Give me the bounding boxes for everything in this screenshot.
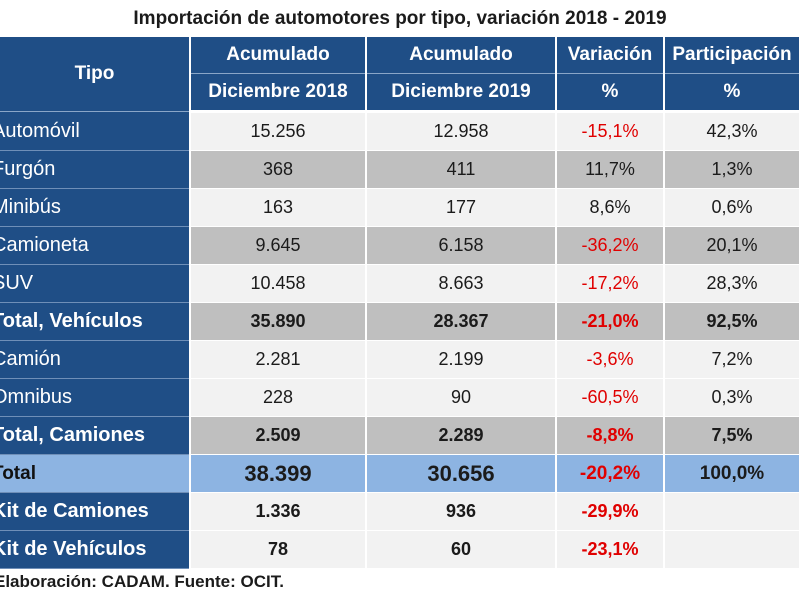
cell-2018: 2.509 <box>190 416 367 455</box>
cell-participacion: 28,3% <box>664 264 800 303</box>
row-label: SUV <box>0 264 191 303</box>
cell-2019: 28.367 <box>366 302 557 341</box>
cell-2019: 2.289 <box>366 416 557 455</box>
table-row: Total, Vehículos 35.890 28.367 -21,0% 92… <box>0 302 800 341</box>
header-participacion-unit: % <box>664 73 800 113</box>
header-acum-2019: Acumulado <box>366 37 557 74</box>
cell-2018: 228 <box>190 378 367 417</box>
cell-variacion: -36,2% <box>556 226 665 265</box>
table-row: Camión 2.281 2.199 -3,6% 7,2% <box>0 340 800 379</box>
cell-variacion: -3,6% <box>556 340 665 379</box>
table-row: Minibús 163 177 8,6% 0,6% <box>0 188 800 227</box>
cell-2019: 90 <box>366 378 557 417</box>
table-row-total: Total 38.399 30.656 -20,2% 100,0% <box>0 454 800 493</box>
header-dic-2018: Diciembre 2018 <box>190 73 367 113</box>
cell-2018: 38.399 <box>190 454 367 493</box>
cell-variacion: -29,9% <box>556 492 665 531</box>
cell-2018: 35.890 <box>190 302 367 341</box>
table-row: Furgón 368 411 11,7% 1,3% <box>0 150 800 189</box>
cell-participacion: 20,1% <box>664 226 800 265</box>
cell-2019: 411 <box>366 150 557 189</box>
header-variacion: Variación <box>556 37 665 74</box>
row-label: Kit de Vehículos <box>0 530 191 569</box>
row-label: Total <box>0 454 191 493</box>
table-row: Omnibus 228 90 -60,5% 0,3% <box>0 378 800 417</box>
source-note: Elaboración: CADAM. Fuente: OCIT. <box>0 572 284 591</box>
cell-participacion: 0,6% <box>664 188 800 227</box>
row-label: Camión <box>0 340 191 379</box>
cell-variacion: -20,2% <box>556 454 665 493</box>
cell-participacion: 42,3% <box>664 111 800 151</box>
cell-2019: 936 <box>366 492 557 531</box>
row-label: Kit de Camiones <box>0 492 191 531</box>
table-row: Automóvil 15.256 12.958 -15,1% 42,3% <box>0 111 800 151</box>
import-table: Tipo Acumulado Acumulado Variación Parti… <box>0 37 800 569</box>
cell-variacion: 8,6% <box>556 188 665 227</box>
row-label: Minibús <box>0 188 191 227</box>
cell-2019: 8.663 <box>366 264 557 303</box>
cell-2019: 30.656 <box>366 454 557 493</box>
cell-variacion: -21,0% <box>556 302 665 341</box>
cell-2019: 2.199 <box>366 340 557 379</box>
row-label: Omnibus <box>0 378 191 417</box>
cell-2019: 12.958 <box>366 111 557 151</box>
table-row: Kit de Camiones 1.336 936 -29,9% <box>0 492 800 531</box>
table-title: Importación de automotores por tipo, var… <box>133 8 667 29</box>
row-label: Automóvil <box>0 111 191 151</box>
cell-2018: 10.458 <box>190 264 367 303</box>
table-row: Kit de Vehículos 78 60 -23,1% <box>0 530 800 569</box>
cell-2018: 9.645 <box>190 226 367 265</box>
table-row: SUV 10.458 8.663 -17,2% 28,3% <box>0 264 800 303</box>
row-label: Camioneta <box>0 226 191 265</box>
cell-participacion: 1,3% <box>664 150 800 189</box>
header-dic-2019: Diciembre 2019 <box>366 73 557 113</box>
table-row: Camioneta 9.645 6.158 -36,2% 20,1% <box>0 226 800 265</box>
cell-participacion <box>664 530 800 569</box>
cell-2018: 78 <box>190 530 367 569</box>
cell-variacion: -23,1% <box>556 530 665 569</box>
cell-2019: 177 <box>366 188 557 227</box>
cell-2019: 60 <box>366 530 557 569</box>
cell-variacion: -60,5% <box>556 378 665 417</box>
cell-participacion: 0,3% <box>664 378 800 417</box>
header-variacion-unit: % <box>556 73 665 113</box>
row-label: Total, Vehículos <box>0 302 191 341</box>
cell-participacion: 7,5% <box>664 416 800 455</box>
cell-2018: 1.336 <box>190 492 367 531</box>
cell-participacion: 7,2% <box>664 340 800 379</box>
cell-participacion: 100,0% <box>664 454 800 493</box>
cell-variacion: 11,7% <box>556 150 665 189</box>
header-tipo: Tipo <box>0 37 191 112</box>
cell-participacion <box>664 492 800 531</box>
cell-2018: 2.281 <box>190 340 367 379</box>
cell-variacion: -17,2% <box>556 264 665 303</box>
cell-2018: 15.256 <box>190 111 367 151</box>
cell-variacion: -15,1% <box>556 111 665 151</box>
header-acum-2018: Acumulado <box>190 37 367 74</box>
table-row: Total, Camiones 2.509 2.289 -8,8% 7,5% <box>0 416 800 455</box>
cell-variacion: -8,8% <box>556 416 665 455</box>
cell-participacion: 92,5% <box>664 302 800 341</box>
row-label: Total, Camiones <box>0 416 191 455</box>
cell-2018: 163 <box>190 188 367 227</box>
header-participacion: Participación <box>664 37 800 74</box>
cell-2019: 6.158 <box>366 226 557 265</box>
cell-2018: 368 <box>190 150 367 189</box>
row-label: Furgón <box>0 150 191 189</box>
